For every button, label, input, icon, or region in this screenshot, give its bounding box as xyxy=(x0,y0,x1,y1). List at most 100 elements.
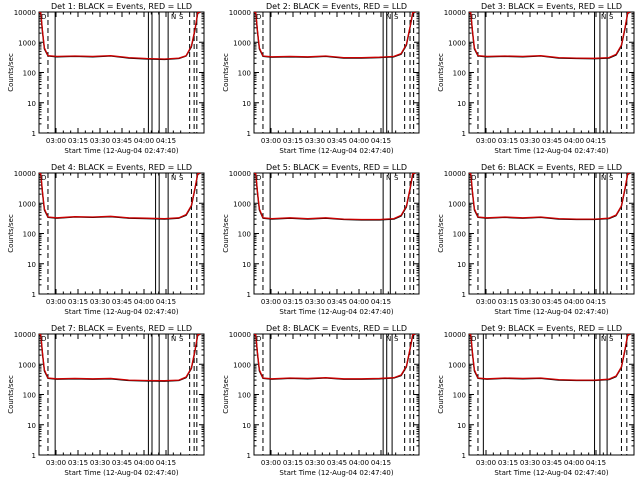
x-tick-label: 03:30 xyxy=(305,459,325,467)
x-tick-label: 03:30 xyxy=(520,459,540,467)
x-axis-label: Start Time (12-Aug-04 02:47:40) xyxy=(64,147,178,155)
y-tick-label: 10000 xyxy=(444,331,466,339)
x-tick-label: 04:15 xyxy=(586,459,606,467)
y-tick-label: 10 xyxy=(27,422,36,430)
flag-mark: S xyxy=(394,13,399,21)
x-tick-label: 04:00 xyxy=(134,137,154,145)
flag-mark: D xyxy=(256,174,261,182)
flag-mark: D xyxy=(256,335,261,343)
x-axis-label: Start Time (12-Aug-04 02:47:40) xyxy=(494,469,608,477)
marker-lines xyxy=(477,173,628,294)
y-axis-label: Counts/sec xyxy=(222,53,230,92)
flag-mark: D xyxy=(41,13,46,21)
x-tick-label: 03:30 xyxy=(305,298,325,306)
marker-lines xyxy=(262,334,415,455)
detector-panel-4: 1 10 100 1000 10000 03:00 03:15 03:30 03:45 04:00… xyxy=(7,163,205,316)
x-tick-label: 03:45 xyxy=(542,298,562,306)
series-group xyxy=(254,173,416,221)
y-tick-label: 1 xyxy=(462,291,466,299)
x-axis-label: Start Time (12-Aug-04 02:47:40) xyxy=(64,469,178,477)
series-line-lld xyxy=(469,173,631,220)
y-tick-label: 100 xyxy=(23,392,36,400)
x-tick-label: 04:15 xyxy=(371,298,391,306)
x-tick-label: 03:15 xyxy=(68,298,88,306)
y-axis-label: Counts/sec xyxy=(7,53,15,92)
x-tick-label: 04:15 xyxy=(586,137,606,145)
y-tick-label: 10 xyxy=(27,261,36,269)
x-tick-label: 03:00 xyxy=(476,459,496,467)
x-tick-label: 03:00 xyxy=(46,137,66,145)
x-tick-label: 03:00 xyxy=(261,459,281,467)
panel-title: Det 6: BLACK = Events, RED = LLD xyxy=(481,163,622,172)
plot-frame xyxy=(38,333,205,456)
x-tick-label: 03:45 xyxy=(112,298,132,306)
panel-title: Det 9: BLACK = Events, RED = LLD xyxy=(481,324,622,333)
y-tick-label: 10000 xyxy=(229,331,251,339)
flag-mark: S xyxy=(394,335,399,343)
y-axis-label: Counts/sec xyxy=(437,214,445,253)
y-tick-label: 10 xyxy=(457,261,466,269)
detector-panel-2: 1 10 100 1000 10000 03:00 03:15 03:30 03:45 04:00… xyxy=(222,2,420,155)
y-axis-label: Counts/sec xyxy=(7,375,15,414)
flag-mark: N xyxy=(601,335,606,343)
flag-mark: N xyxy=(601,174,606,182)
x-tick-label: 03:00 xyxy=(261,137,281,145)
marker-lines xyxy=(262,12,415,133)
x-tick-label: 03:00 xyxy=(46,459,66,467)
y-tick-label: 100 xyxy=(23,231,36,239)
y-tick-label: 100 xyxy=(238,70,251,78)
y-tick-label: 1000 xyxy=(448,361,466,369)
y-tick-label: 10 xyxy=(242,100,251,108)
panel-title: Det 1: BLACK = Events, RED = LLD xyxy=(51,2,192,11)
y-tick-label: 1000 xyxy=(233,200,251,208)
flag-mark: N xyxy=(386,335,391,343)
flag-mark: S xyxy=(179,335,184,343)
x-tick-label: 03:15 xyxy=(498,459,518,467)
flag-mark: N xyxy=(386,13,391,21)
x-tick-label: 03:30 xyxy=(90,137,110,145)
y-tick-label: 10000 xyxy=(14,9,36,17)
y-tick-label: 10 xyxy=(27,100,36,108)
marker-lines xyxy=(47,334,198,455)
series-line-lld xyxy=(39,12,201,60)
x-axis-label: Start Time (12-Aug-04 02:47:40) xyxy=(64,308,178,316)
x-tick-label: 04:15 xyxy=(586,298,606,306)
y-tick-label: 1000 xyxy=(18,39,36,47)
y-tick-label: 10000 xyxy=(444,9,466,17)
x-tick-label: 03:00 xyxy=(261,298,281,306)
plot-frame xyxy=(253,333,420,456)
marker-lines xyxy=(47,173,198,294)
y-tick-label: 1 xyxy=(32,452,36,460)
marker-lines xyxy=(477,12,628,133)
x-tick-label: 03:00 xyxy=(476,298,496,306)
x-tick-label: 04:15 xyxy=(371,459,391,467)
detector-panel-9: 1 10 100 1000 10000 03:00 03:15 03:30 03:45 04:00… xyxy=(437,324,635,477)
y-tick-label: 1 xyxy=(247,291,251,299)
x-tick-label: 03:00 xyxy=(46,298,66,306)
y-tick-label: 100 xyxy=(238,231,251,239)
plot-frame xyxy=(468,11,635,134)
y-tick-label: 1 xyxy=(247,452,251,460)
y-tick-label: 1000 xyxy=(233,39,251,47)
flag-mark: D xyxy=(471,13,476,21)
y-axis-label: Counts/sec xyxy=(222,214,230,253)
y-axis-label: Counts/sec xyxy=(437,375,445,414)
y-tick-label: 1000 xyxy=(448,200,466,208)
y-tick-label: 10000 xyxy=(14,170,36,178)
flag-mark: D xyxy=(471,335,476,343)
detector-panel-3: 1 10 100 1000 10000 03:00 03:15 03:30 03:45 04:00… xyxy=(437,2,635,155)
x-tick-label: 03:00 xyxy=(476,137,496,145)
flag-mark: D xyxy=(41,335,46,343)
y-tick-label: 1000 xyxy=(233,361,251,369)
x-tick-label: 04:15 xyxy=(156,459,176,467)
y-tick-label: 100 xyxy=(23,70,36,78)
series-line-lld xyxy=(254,334,416,380)
x-tick-label: 03:30 xyxy=(90,459,110,467)
plot-frame xyxy=(253,11,420,134)
marker-lines xyxy=(47,12,198,133)
x-tick-label: 03:45 xyxy=(327,298,347,306)
x-tick-label: 04:00 xyxy=(564,137,584,145)
y-tick-label: 10 xyxy=(457,100,466,108)
y-tick-label: 1000 xyxy=(18,200,36,208)
y-axis-label: Counts/sec xyxy=(222,375,230,414)
